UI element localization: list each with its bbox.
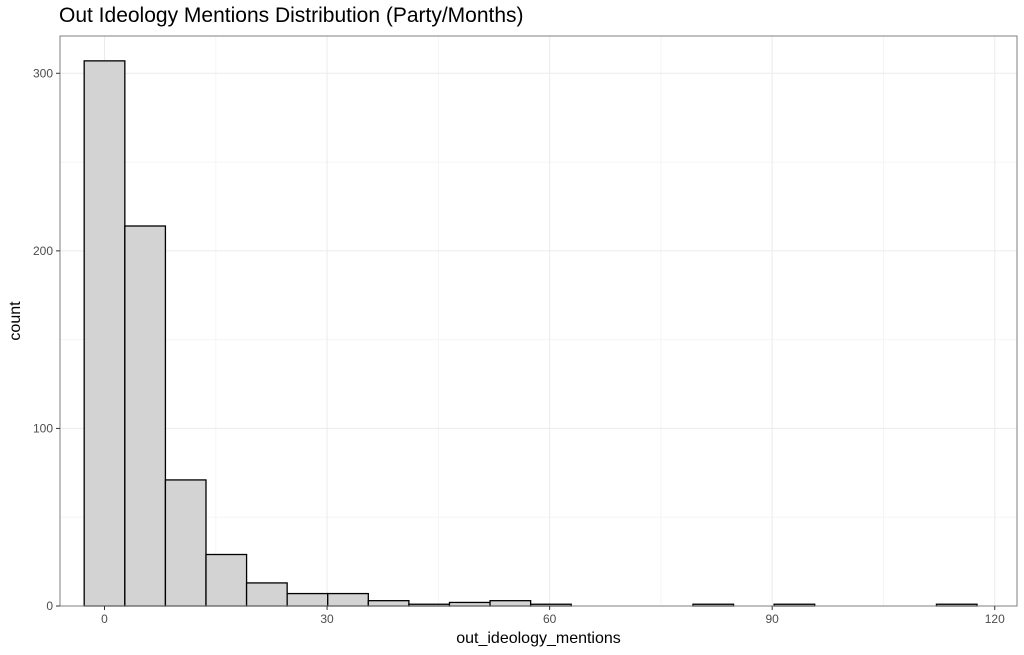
x-tick-label: 30 [320,612,334,626]
x-tick-label: 120 [985,612,1005,626]
histogram-bar [164,479,207,607]
histogram-bar [367,600,410,607]
histogram-bar [286,592,329,607]
y-tick-label: 100 [33,421,53,435]
x-tick-label: 0 [101,612,108,626]
y-axis: 0 100 200 300 [33,66,60,613]
y-axis-title: count [7,301,24,341]
histogram-bar [124,225,167,607]
x-axis-title: out_ideology_mentions [456,630,621,647]
y-tick-label: 200 [33,244,53,258]
y-tick-label: 300 [33,66,53,80]
x-tick-label: 90 [766,612,780,626]
histogram-bar [205,553,248,607]
y-tick-label: 0 [46,599,53,613]
histogram-bar [245,582,288,607]
histogram-bar [83,60,126,607]
x-axis: 0 30 60 90 120 [101,606,1005,626]
x-tick-label: 60 [543,612,557,626]
histogram-bars [83,60,978,607]
panel-border [59,35,1018,607]
histogram-bar [327,592,369,607]
histogram-bar [489,600,532,607]
minor-gridlines [60,36,1017,606]
histogram-bar [448,601,491,607]
chart-title: Out Ideology Mentions Distribution (Part… [59,4,524,27]
